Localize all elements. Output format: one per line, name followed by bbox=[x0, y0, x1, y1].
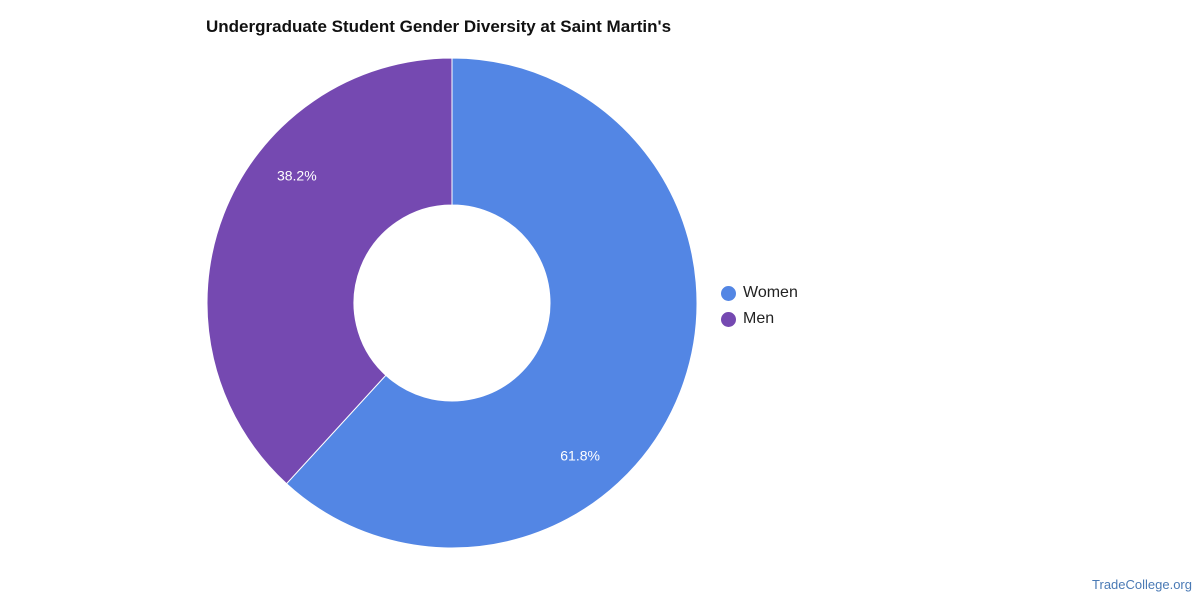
slice-women[interactable] bbox=[285, 57, 698, 549]
legend-swatch-women bbox=[721, 285, 736, 301]
slice-labels-group: 61.8% 38.2% bbox=[277, 168, 600, 464]
legend: Women Men bbox=[721, 280, 798, 332]
source-credit[interactable]: TradeCollege.org bbox=[1092, 577, 1192, 592]
legend-item-men[interactable]: Men bbox=[721, 306, 798, 332]
legend-label-women: Women bbox=[743, 284, 798, 301]
slice-men[interactable] bbox=[206, 57, 453, 485]
slice-label-men: 38.2% bbox=[277, 168, 317, 184]
slices-group bbox=[206, 57, 698, 549]
chart-title: Undergraduate Student Gender Diversity a… bbox=[206, 17, 672, 36]
legend-swatch-men bbox=[721, 311, 736, 327]
slice-label-women: 61.8% bbox=[560, 447, 600, 463]
legend-label-men: Men bbox=[743, 310, 775, 327]
legend-item-women[interactable]: Women bbox=[721, 280, 798, 306]
